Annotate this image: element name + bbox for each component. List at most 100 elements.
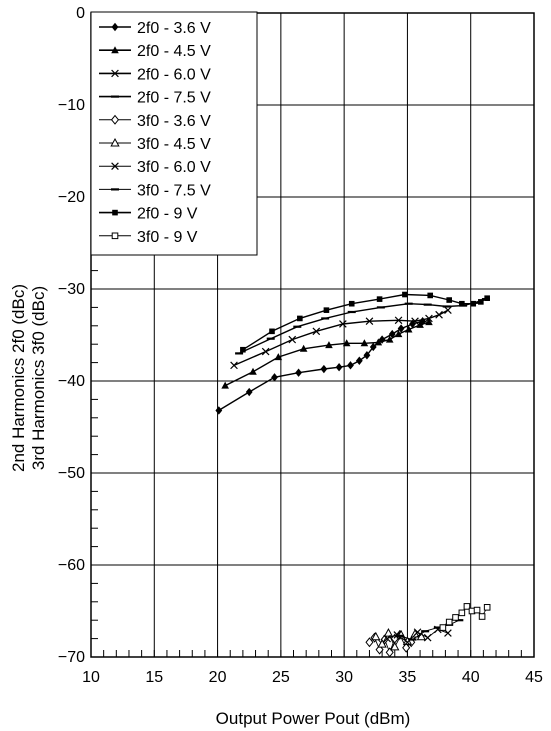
series-4 bbox=[240, 291, 490, 353]
series-7 bbox=[383, 625, 452, 647]
legend: 2f0 - 3.6 V 2f0 - 4.5 V 2f0 - 6.0 V 2f0 - 7… bbox=[90, 11, 258, 256]
legend-label: 2f0 - 9 V bbox=[137, 206, 198, 223]
legend-label: 3f0 - 7.5 V bbox=[137, 182, 211, 199]
data-point bbox=[325, 341, 333, 349]
series-line bbox=[233, 309, 449, 367]
legend-item: 3f0 - 9 V bbox=[99, 229, 198, 246]
x-axis-label: Output Power Pout (dBm) bbox=[216, 709, 411, 728]
data-point bbox=[473, 606, 481, 614]
legend-item: 3f0 - 3.6 V bbox=[99, 113, 211, 130]
legend-item: 2f0 - 9 V bbox=[99, 206, 198, 223]
y-axis-label-3rd: 3rd Harmonics 3f0 (dBc) bbox=[29, 286, 48, 470]
data-point bbox=[484, 295, 490, 301]
data-point bbox=[112, 209, 118, 216]
data-point bbox=[323, 307, 330, 313]
x-tick-label: 45 bbox=[525, 669, 543, 686]
data-point bbox=[425, 318, 433, 326]
data-point bbox=[299, 344, 308, 352]
data-point bbox=[439, 624, 447, 631]
legend-label: 2f0 - 7.5 V bbox=[137, 90, 211, 107]
data-point bbox=[452, 614, 459, 621]
legend-label: 2f0 - 4.5 V bbox=[137, 43, 211, 60]
data-point bbox=[230, 361, 238, 370]
legend-box bbox=[90, 11, 258, 256]
data-point bbox=[445, 618, 453, 626]
legend-label: 3f0 - 3.6 V bbox=[137, 113, 211, 130]
data-point bbox=[458, 609, 466, 617]
data-point bbox=[288, 335, 297, 344]
data-point bbox=[320, 364, 328, 374]
y-tick-label: −60 bbox=[58, 557, 85, 574]
data-point bbox=[416, 320, 424, 328]
legend-item: 2f0 - 7.5 V bbox=[99, 90, 211, 107]
data-point bbox=[312, 327, 321, 336]
legend-label: 3f0 - 6.0 V bbox=[137, 159, 211, 176]
data-point bbox=[360, 339, 369, 347]
data-point bbox=[394, 330, 403, 338]
x-tick-label: 40 bbox=[462, 669, 480, 686]
data-point bbox=[245, 387, 253, 397]
data-point bbox=[435, 310, 443, 319]
x-tick-label: 20 bbox=[209, 669, 227, 686]
y-tick-label: −70 bbox=[58, 649, 85, 666]
y-tick-labels: 0 −10 −20 −30 −40 −50 −60 −70 bbox=[58, 5, 85, 666]
data-point bbox=[271, 373, 278, 382]
data-point bbox=[297, 315, 303, 322]
data-point bbox=[339, 320, 347, 328]
legend-item: 2f0 - 3.6 V bbox=[99, 20, 211, 37]
data-point bbox=[383, 634, 392, 643]
data-point bbox=[402, 291, 408, 298]
data-point bbox=[110, 114, 120, 125]
data-point bbox=[371, 631, 381, 641]
data-point bbox=[355, 356, 363, 365]
series-2 bbox=[230, 306, 452, 370]
data-point bbox=[249, 367, 257, 375]
data-point bbox=[215, 406, 223, 415]
data-point bbox=[390, 641, 400, 651]
data-point bbox=[423, 633, 432, 642]
x-tick-label: 30 bbox=[335, 669, 353, 686]
x-tick-labels: 10 15 20 25 30 35 40 45 bbox=[82, 669, 543, 686]
y-tick-label: −10 bbox=[58, 97, 85, 114]
y-tick-label: −40 bbox=[58, 373, 85, 390]
data-point bbox=[363, 351, 371, 360]
data-point bbox=[470, 300, 477, 307]
data-point bbox=[411, 317, 419, 326]
data-point bbox=[111, 162, 119, 171]
data-point bbox=[261, 347, 270, 356]
data-point bbox=[365, 317, 374, 326]
series-layer bbox=[215, 291, 491, 658]
data-point bbox=[342, 339, 351, 347]
data-point bbox=[383, 628, 394, 637]
data-point bbox=[425, 314, 433, 323]
legend-item: 3f0 - 7.5 V bbox=[99, 182, 211, 199]
data-point bbox=[394, 316, 403, 325]
legend-label: 2f0 - 6.0 V bbox=[137, 66, 211, 83]
y-axis-label-2nd: 2nd Harmonics 2f0 (dBc) bbox=[9, 284, 28, 472]
data-point bbox=[348, 300, 355, 307]
data-point bbox=[365, 637, 374, 648]
data-point bbox=[402, 642, 411, 653]
data-point bbox=[416, 631, 426, 641]
data-point bbox=[221, 381, 229, 389]
legend-item: 2f0 - 4.5 V bbox=[99, 43, 211, 60]
data-point bbox=[478, 299, 484, 305]
x-tick-label: 35 bbox=[399, 669, 417, 686]
data-point bbox=[347, 361, 354, 370]
data-point bbox=[385, 335, 394, 343]
x-tick-label: 25 bbox=[272, 669, 290, 686]
x-tick-label: 10 bbox=[82, 669, 100, 686]
data-point bbox=[385, 647, 394, 658]
legend-item: 3f0 - 6.0 V bbox=[99, 159, 211, 176]
data-point bbox=[478, 613, 486, 620]
data-point bbox=[335, 363, 343, 372]
data-point bbox=[111, 69, 119, 78]
data-point bbox=[374, 338, 383, 346]
data-point bbox=[376, 296, 383, 302]
x-tick-label: 15 bbox=[145, 669, 163, 686]
legend-label: 2f0 - 3.6 V bbox=[137, 20, 211, 37]
data-point bbox=[446, 297, 452, 303]
series-0 bbox=[215, 317, 427, 415]
data-point bbox=[111, 46, 119, 54]
